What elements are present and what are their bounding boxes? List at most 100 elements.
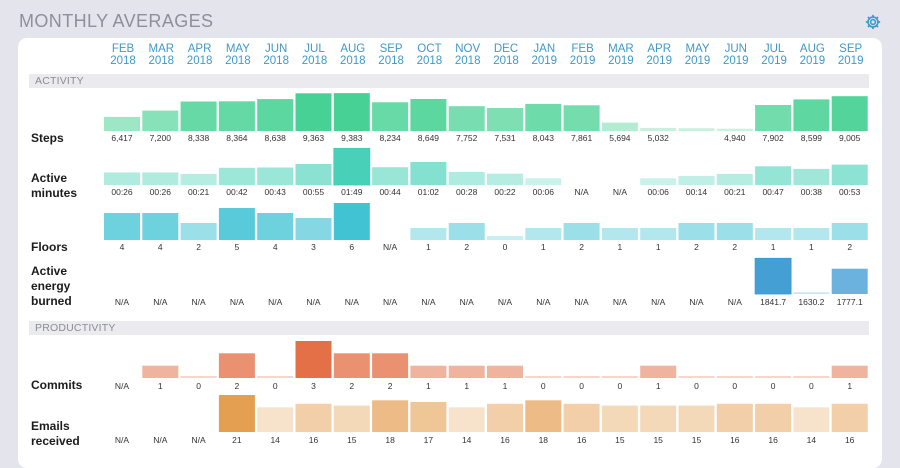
row-label-steps: Steps <box>31 131 64 145</box>
steps-bar <box>563 105 600 131</box>
active-minutes-bar <box>831 164 868 185</box>
month-label: MAY 2018 <box>225 43 251 67</box>
commits-bar <box>563 376 600 378</box>
commits-bar <box>142 365 179 378</box>
active-minutes-bar <box>640 178 677 185</box>
month-label: SEP 2018 <box>378 43 404 67</box>
commits-value-label: 0 <box>541 381 546 391</box>
active-minutes-value-label: 00:06 <box>648 187 670 197</box>
floors-bar <box>601 228 638 240</box>
commits-value-label: N/A <box>115 381 130 391</box>
active-minutes-value-label: 00:14 <box>686 187 708 197</box>
steps-bar <box>295 93 332 131</box>
emails-bar <box>257 407 294 432</box>
steps-value-label: 9,383 <box>341 133 363 143</box>
energy-value-label: N/A <box>651 297 666 307</box>
steps-bar <box>142 110 179 131</box>
energy-value-label: N/A <box>230 297 245 307</box>
emails-value-label: 21 <box>232 435 242 445</box>
steps-value-label: 4,940 <box>724 133 746 143</box>
commits-bar <box>410 365 447 378</box>
active-minutes-bar <box>716 173 753 185</box>
steps-bar <box>372 102 409 131</box>
floors-bar <box>755 228 792 240</box>
steps-value-label: 7,200 <box>150 133 172 143</box>
steps-bar <box>180 101 217 131</box>
active-minutes-bar <box>257 167 294 185</box>
monthly-averages-chart: 6,417 7,200 8,338 8,364 8,638 9,363 9,383 8,234… <box>104 93 868 445</box>
emails-bar <box>831 403 868 432</box>
emails-value-label: 18 <box>385 435 395 445</box>
steps-bar <box>257 99 294 131</box>
steps-bar <box>333 93 370 131</box>
month-label: JUN 2019 <box>723 43 749 67</box>
active-minutes-value-label: 00:38 <box>801 187 823 197</box>
commits-bar <box>487 365 523 378</box>
floors-bar <box>563 223 600 240</box>
commits-bar <box>793 376 830 378</box>
floors-value-label: 0 <box>503 242 508 252</box>
floors-bar <box>640 228 677 240</box>
commits-bar <box>831 365 868 378</box>
row-label-floors: Floors <box>31 240 68 254</box>
emails-value-label: 14 <box>462 435 472 445</box>
active-minutes-value-label: 00:53 <box>839 187 861 197</box>
month-label: JUL 2019 <box>761 43 787 67</box>
month-label: JUL 2018 <box>301 43 328 67</box>
active-minutes-value-label: 00:21 <box>724 187 746 197</box>
row-label-energy: Active energy burned <box>31 264 72 308</box>
steps-bar <box>218 101 255 131</box>
floors-value-label: 3 <box>311 242 316 252</box>
month-label: SEP 2019 <box>837 43 864 67</box>
active-minutes-value-label: 00:47 <box>762 187 784 197</box>
commits-bar <box>716 376 753 378</box>
commits-value-label: 0 <box>694 381 699 391</box>
active-minutes-bar <box>333 147 371 186</box>
active-minutes-value-label: 00:26 <box>150 187 172 197</box>
energy-bar <box>793 292 830 294</box>
energy-value-label: N/A <box>421 297 436 307</box>
energy-value-label: N/A <box>268 297 283 307</box>
emails-bar <box>640 405 677 432</box>
emails-bar <box>563 403 600 432</box>
emails-value-label: 16 <box>845 435 855 445</box>
steps-value-label: 8,638 <box>265 133 287 143</box>
emails-bar <box>218 395 255 432</box>
commits-value-label: 1 <box>656 381 661 391</box>
energy-value-label: N/A <box>575 297 590 307</box>
steps-value-label: 8,364 <box>226 133 248 143</box>
commits-bar <box>525 376 562 378</box>
floors-value-label: 4 <box>273 242 278 252</box>
activity-section-band <box>29 74 869 88</box>
floors-bar <box>678 223 715 240</box>
floors-bar <box>333 203 370 240</box>
floors-value-label: 1 <box>541 242 546 252</box>
steps-value-label: 8,649 <box>418 133 440 143</box>
floors-value-label: 5 <box>235 242 240 252</box>
month-label: FEB 2019 <box>569 43 596 67</box>
emails-value-label: 14 <box>807 435 817 445</box>
gear-icon[interactable] <box>864 13 882 31</box>
active-minutes-value-label: N/A <box>613 187 628 197</box>
month-label: APR 2019 <box>646 43 672 67</box>
emails-value-label: 16 <box>500 435 510 445</box>
emails-value-label: N/A <box>192 435 207 445</box>
emails-value-label: 15 <box>692 435 702 445</box>
floors-value-label: 2 <box>464 242 469 252</box>
energy-bar <box>831 268 868 294</box>
emails-bar <box>793 407 830 432</box>
commits-value-label: 0 <box>196 381 201 391</box>
floors-value-label: 2 <box>694 242 699 252</box>
commits-bar <box>180 376 217 378</box>
active-minutes-bar <box>372 167 409 185</box>
productivity-section-band <box>29 321 869 335</box>
commits-value-label: 0 <box>771 381 776 391</box>
month-label: MAR 2019 <box>608 43 634 67</box>
month-label: JAN 2019 <box>531 43 558 67</box>
steps-bar <box>755 105 792 131</box>
commits-value-label: 1 <box>426 381 431 391</box>
active-minutes-value-label: 00:06 <box>533 187 555 197</box>
commits-bar <box>678 376 715 378</box>
floors-bar <box>295 218 332 240</box>
steps-value-label: 7,752 <box>456 133 478 143</box>
